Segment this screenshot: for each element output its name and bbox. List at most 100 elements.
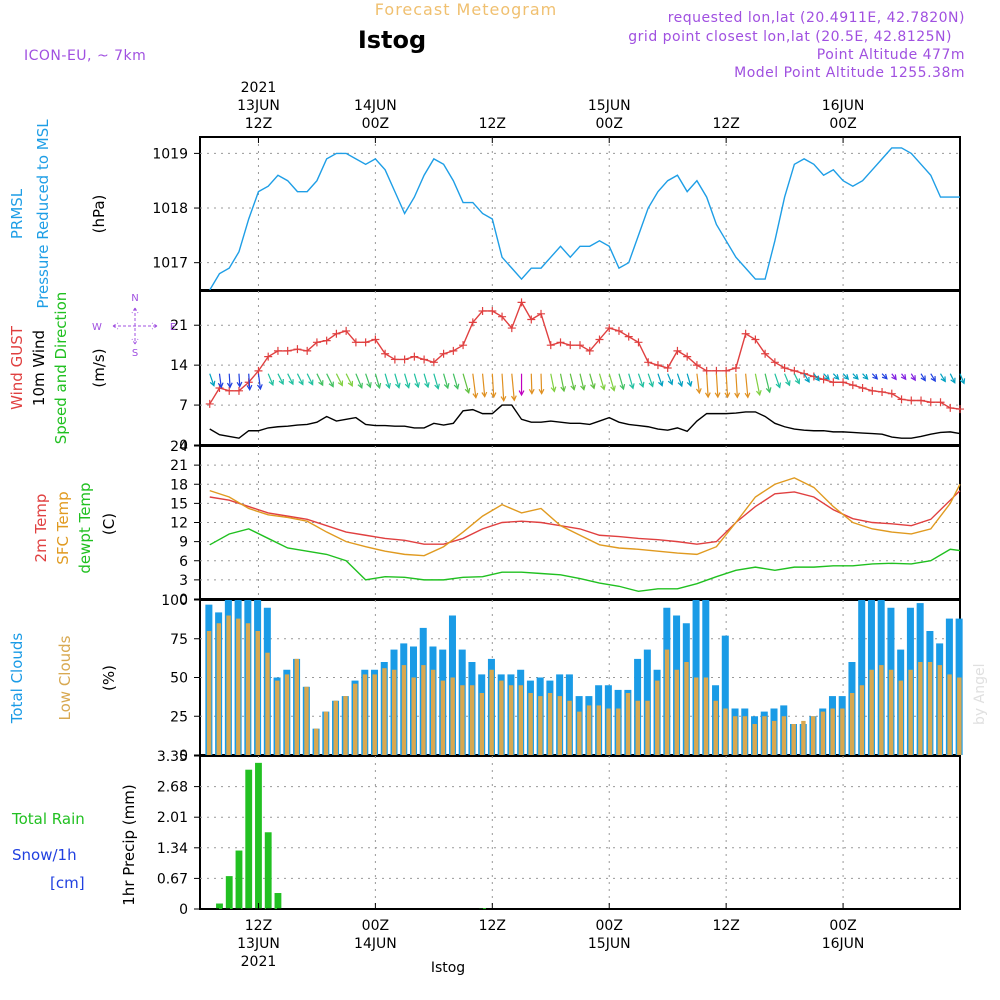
wind-arrow-head: [328, 381, 334, 388]
wind-arrow: [608, 373, 615, 391]
low-cloud-bar: [343, 696, 348, 755]
gust-marker: [887, 389, 896, 398]
low-cloud-bar: [518, 685, 524, 755]
gust-marker: [926, 398, 935, 407]
model-altitude: Model Point Altitude 1255.38m: [734, 65, 965, 81]
wind-arrow-head: [638, 381, 645, 388]
low-cloud-bar: [937, 665, 943, 755]
wind-arrow: [598, 373, 605, 390]
wind-arrow: [384, 373, 390, 389]
panel-frame: [199, 755, 961, 910]
y-tick-label: 50: [170, 671, 188, 687]
bottom-axis-label: 00Z: [362, 918, 389, 934]
wind-side-label: Speed and Direction: [52, 292, 70, 445]
low-cloud-bar: [684, 662, 689, 755]
y-tick-label: 15: [170, 496, 188, 512]
cloud-side-label: Low Clouds: [56, 635, 74, 720]
wind-arrow: [257, 373, 262, 390]
wind-arrow-head: [347, 380, 354, 388]
wind-arrow-head: [724, 392, 731, 399]
wind-arrow-head: [704, 392, 711, 399]
point-altitude: Point Altitude 477m: [817, 47, 965, 63]
low-cloud-bar: [791, 724, 796, 755]
wind-arrow: [218, 373, 222, 388]
top-axis-label: 13JUN: [237, 98, 280, 114]
wind-arrow: [628, 373, 634, 389]
wind-arrow-head: [357, 382, 363, 390]
wind-arrow: [501, 373, 505, 401]
wind-arrow-head: [765, 387, 772, 394]
rain-bar: [225, 876, 233, 909]
pressure-line: [209, 147, 960, 291]
low-cloud-bar: [353, 683, 358, 755]
wind-arrow: [959, 373, 965, 384]
wind-arrow-head: [804, 376, 810, 384]
wind-arrow-head: [600, 384, 606, 391]
rain-bar: [216, 903, 223, 909]
wind-arrow: [374, 373, 381, 389]
low-cloud-bar: [586, 705, 592, 755]
wind-arrow-head: [375, 382, 382, 390]
low-cloud-bar: [245, 623, 251, 755]
gust-marker: [507, 324, 516, 333]
low-cloud-bar: [733, 716, 738, 755]
wind-arrow: [248, 373, 251, 390]
legend-total-rain: Total Rain: [11, 810, 85, 828]
wind-arrow: [404, 373, 410, 388]
gust-marker: [459, 341, 468, 350]
gust-marker: [751, 335, 760, 344]
y-tick-label: 0: [179, 902, 188, 918]
gust-marker: [907, 396, 916, 405]
wind-arrow-head: [619, 384, 626, 391]
gust-marker: [848, 381, 857, 390]
wind-arrow: [715, 373, 719, 398]
wind-arrow: [930, 373, 936, 382]
low-cloud-bar: [772, 720, 777, 755]
credit-watermark: by Angel: [972, 664, 988, 725]
low-cloud-bar: [616, 708, 621, 755]
wind-arrow-head: [775, 382, 782, 389]
gust-marker: [283, 346, 292, 355]
compass-north: N: [131, 293, 138, 304]
y-tick-label: 24: [170, 439, 188, 455]
low-cloud-bar: [372, 674, 377, 755]
wind-arrow-head: [677, 381, 684, 388]
wind-arrow: [939, 373, 946, 382]
wind-arrow: [793, 373, 800, 384]
gust-marker: [488, 306, 497, 315]
wind-arrow-head: [518, 390, 525, 397]
wind-arrow-head: [395, 382, 401, 389]
wind-arrow-head: [538, 388, 545, 395]
gust-marker: [332, 329, 341, 338]
low-cloud-bar: [957, 677, 962, 755]
wind-arrow-head: [256, 384, 263, 391]
gust-marker: [878, 387, 887, 396]
wind-arrow: [287, 373, 294, 385]
low-cloud-bar: [908, 669, 913, 755]
compass-east: E: [170, 322, 176, 333]
low-cloud-bar: [450, 677, 455, 755]
wind-arrow: [647, 373, 654, 387]
wind-arrow-head: [910, 375, 916, 382]
low-cloud-bar: [606, 708, 611, 755]
unit-label: (%): [100, 665, 118, 691]
gust-marker: [595, 335, 604, 344]
low-cloud-bar: [830, 708, 835, 755]
y-tick-label: 1018: [152, 201, 188, 217]
bottom-axis-label: 12Z: [245, 918, 272, 934]
gust-marker: [303, 346, 312, 355]
wind-arrow-head: [734, 392, 741, 399]
bottom-axis-label: 15JUN: [588, 936, 631, 952]
wind-arrow-head: [217, 382, 224, 389]
gust-marker: [780, 364, 789, 372]
gust-marker: [342, 326, 351, 335]
wind-speed-line: [209, 404, 961, 439]
gust-marker: [917, 396, 926, 405]
panels-layer: 1017101810190714210369121518212402550751…: [152, 136, 966, 918]
low-cloud-bar: [314, 728, 319, 755]
y-tick-label: 1019: [152, 146, 188, 162]
wind-arrow: [686, 373, 692, 387]
low-cloud-bar: [888, 669, 894, 755]
chart-suptitle: Forecast Meteogram: [375, 0, 557, 19]
wind-arrow: [706, 373, 709, 398]
